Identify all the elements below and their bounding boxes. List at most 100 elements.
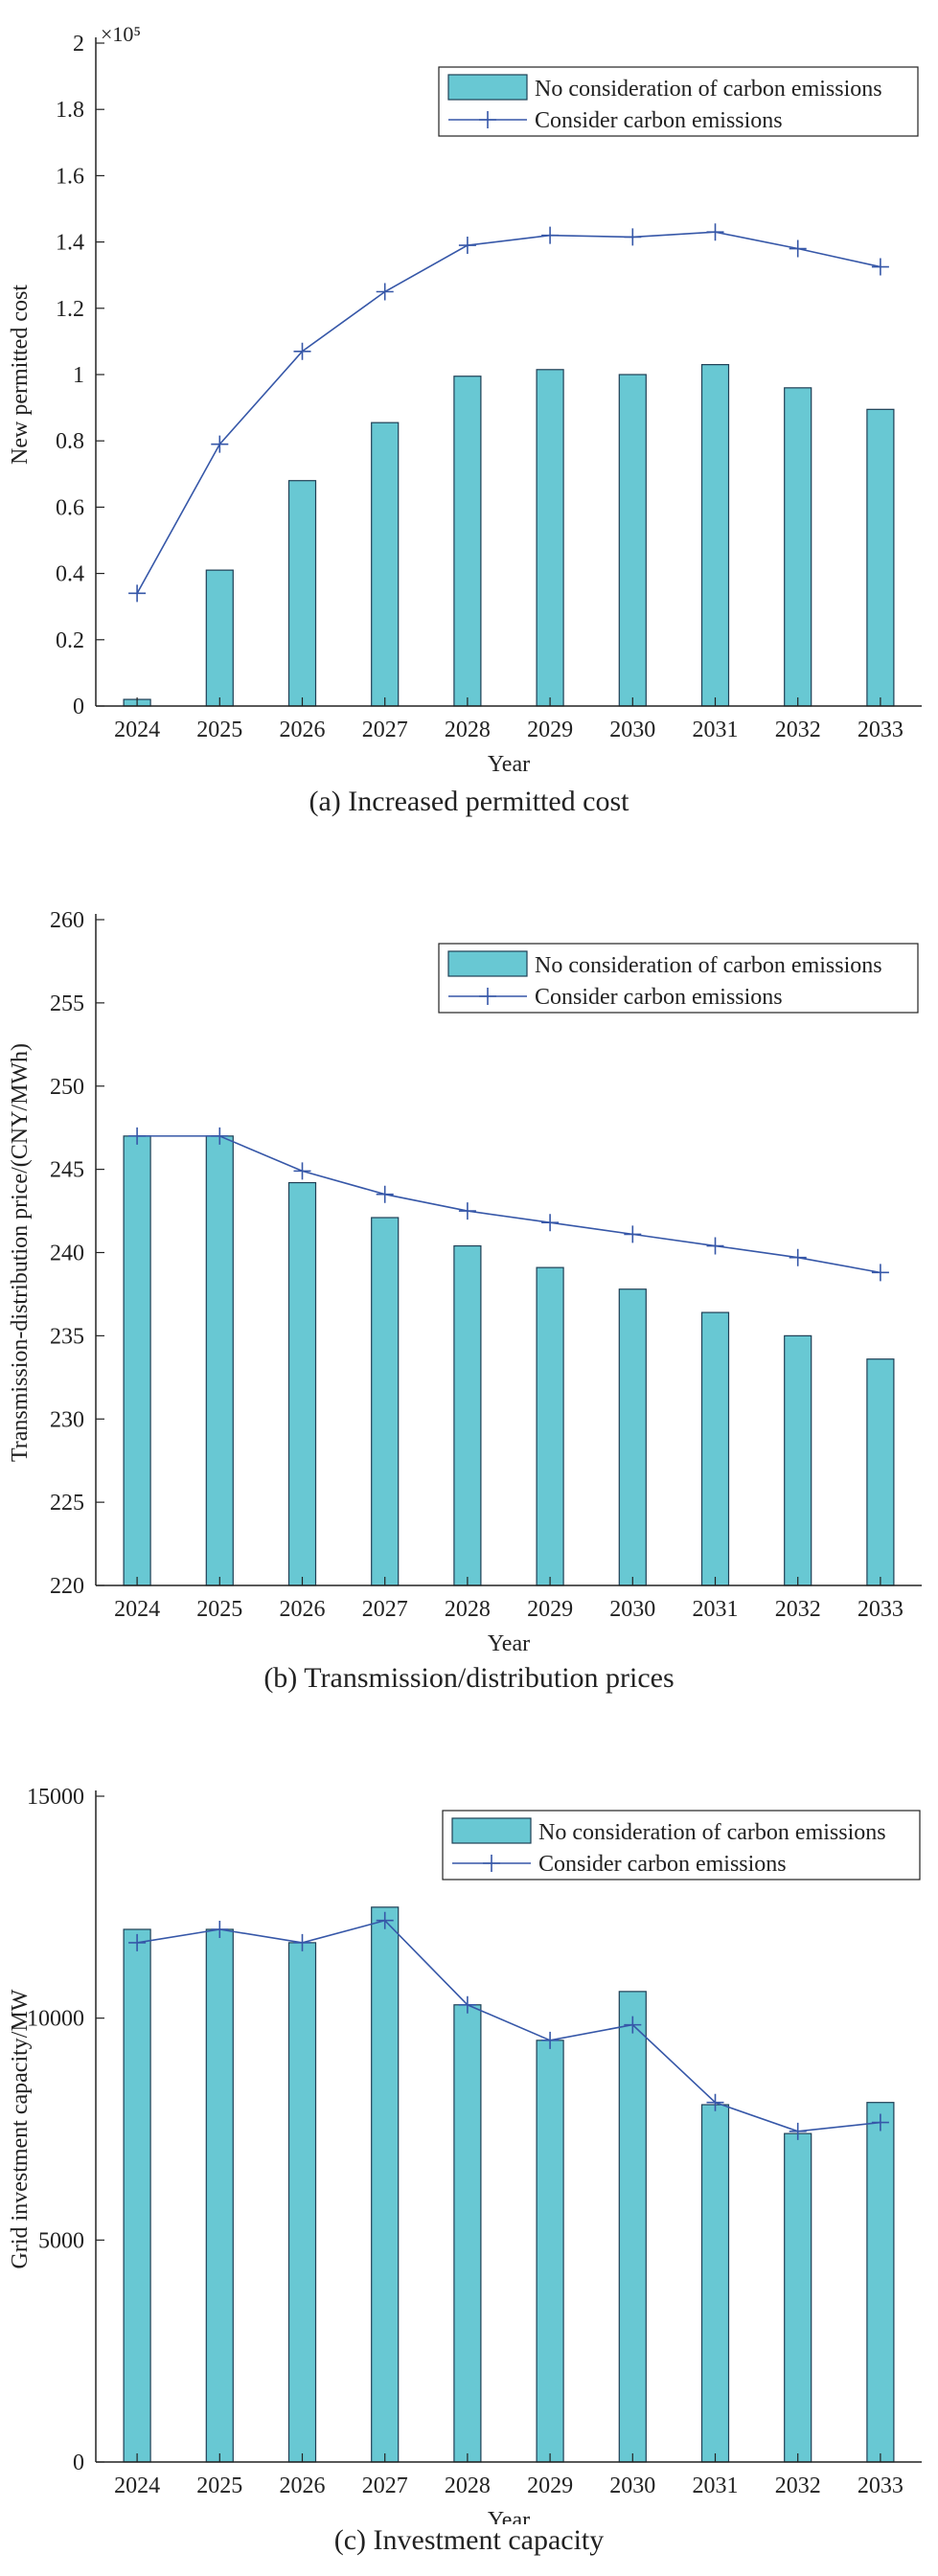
chart-b-ytick-label: 260 xyxy=(50,908,84,933)
chart-b-ytick-label: 250 xyxy=(50,1075,84,1100)
chart-b-xtick-label: 2024 xyxy=(114,1597,160,1622)
chart-b-xtick-label: 2027 xyxy=(362,1597,408,1622)
chart-c-bar-2029 xyxy=(536,2040,564,2463)
chart-c-point-2026 xyxy=(293,1933,311,1951)
chart-c: 0 5000 10000 15000 2024 2025 2026 2027 2028 2029 2… xyxy=(8,1785,922,2524)
chart-b-point-2026 xyxy=(293,1162,311,1180)
chart-b-ytick-label: 245 xyxy=(50,1158,84,1183)
chart-c-bar-2033 xyxy=(866,2102,895,2463)
chart-a-ytick-label: 2 xyxy=(73,32,84,57)
chart-a-xtick-label: 2032 xyxy=(775,718,821,742)
chart-b-xtick-label: 2029 xyxy=(527,1597,573,1622)
chart-b-bar-2030 xyxy=(618,1288,647,1586)
chart-b-point-2027 xyxy=(376,1185,394,1203)
chart-b-ytick-label: 220 xyxy=(50,1574,84,1599)
chart-c-bar-2032 xyxy=(784,2132,812,2463)
chart-c-bar-2030 xyxy=(618,1991,647,2463)
chart-a-xlabel: Year xyxy=(488,752,530,777)
chart-c-point-2028 xyxy=(458,1995,476,2014)
chart-c-xtick-label: 2030 xyxy=(609,2473,655,2498)
chart-c-xtick-label: 2026 xyxy=(280,2473,326,2498)
chart-b-xtick-label: 2026 xyxy=(280,1597,326,1622)
chart-c-point-2030 xyxy=(624,2016,642,2034)
chart-c-point-2029 xyxy=(541,2031,560,2049)
chart-b-point-2028 xyxy=(458,1202,476,1220)
chart-c-legend-line-label: Consider carbon emissions xyxy=(538,1852,787,1877)
chart-c-point-2032 xyxy=(789,2122,807,2140)
chart-c-legend-bar-label: No consideration of carbon emissions xyxy=(538,1820,886,1845)
chart-b-bar-2029 xyxy=(536,1266,564,1586)
chart-b-xtick-label: 2028 xyxy=(445,1597,491,1622)
chart-a-point-2025 xyxy=(211,435,229,453)
chart-b-xtick-label: 2033 xyxy=(858,1597,904,1622)
chart-a-ytick-label: 1.2 xyxy=(56,297,84,322)
chart-b-bar-2026 xyxy=(287,1181,317,1586)
chart-b-legend-line-label: Consider carbon emissions xyxy=(535,985,783,1010)
chart-a-line-carbon xyxy=(136,231,881,594)
chart-c-bar-2028 xyxy=(453,2004,482,2463)
chart-panel-c: 0 5000 10000 15000 2024 2025 2026 2027 2028 2029 2… xyxy=(0,1739,938,2576)
chart-a-bar-2026 xyxy=(287,480,317,707)
chart-b: 220 225 230 235 240 245 250 255 260 2024 2025 2026 2… xyxy=(8,908,922,1656)
chart-b-bar-2028 xyxy=(453,1244,482,1586)
chart-a-point-2030 xyxy=(624,228,642,246)
chart-a-bar-2025 xyxy=(205,569,234,707)
chart-b-bar-2033 xyxy=(866,1358,895,1586)
chart-b-legend-bar-swatch xyxy=(447,950,528,977)
chart-b-point-2031 xyxy=(706,1237,724,1255)
chart-a-xtick-label: 2030 xyxy=(609,718,655,742)
chart-c-xtick-label: 2032 xyxy=(775,2473,821,2498)
chart-a-multiplier: ×10⁵ xyxy=(101,22,141,46)
chart-c-point-2033 xyxy=(871,2113,889,2131)
chart-c-bar-2025 xyxy=(205,1928,234,2463)
chart-a-xtick-label: 2033 xyxy=(858,718,904,742)
chart-b-ytick-label: 230 xyxy=(50,1407,84,1432)
chart-b-ylabel: Transmission-distribution price/(CNY/MWh… xyxy=(8,1043,33,1462)
chart-a-point-2028 xyxy=(458,237,476,255)
chart-c-ytick-label: 10000 xyxy=(27,2007,84,2032)
chart-b-legend-line-marker xyxy=(479,988,496,1005)
chart-b-point-2030 xyxy=(624,1225,642,1243)
chart-a-bar-2031 xyxy=(700,364,730,707)
chart-b-bar-2027 xyxy=(371,1217,400,1586)
chart-c-bar-2027 xyxy=(371,1906,400,2463)
chart-b-legend-bar-label: No consideration of carbon emissions xyxy=(535,953,882,978)
chart-b-xlabel: Year xyxy=(488,1631,530,1656)
chart-a-ytick-label: 0.4 xyxy=(56,562,84,587)
chart-c-xtick-label: 2027 xyxy=(362,2473,408,2498)
chart-b-bar-2031 xyxy=(700,1311,730,1586)
chart-c-xtick-label: 2025 xyxy=(196,2473,242,2498)
chart-a-bar-2030 xyxy=(618,374,647,707)
chart-c-point-2024 xyxy=(128,1933,147,1951)
chart-a-legend-line-label: Consider carbon emissions xyxy=(535,108,783,133)
chart-a-xtick-label: 2031 xyxy=(693,718,739,742)
chart-a-legend-bar-label: No consideration of carbon emissions xyxy=(535,77,882,102)
chart-c-legend-bar-swatch xyxy=(451,1817,532,1844)
chart-a: 0 0.2 0.4 0.6 0.8 1 1.2 1.4 1.6 1.8 2 2024 2025 2026 2… xyxy=(8,22,922,777)
chart-a-bar-2029 xyxy=(536,369,564,707)
chart-a-bar-2027 xyxy=(371,422,400,707)
chart-a-point-2026 xyxy=(293,342,311,360)
chart-a-ytick-label: 0.6 xyxy=(56,495,84,520)
chart-c-ytick-label: 5000 xyxy=(38,2228,84,2253)
chart-a-xtick-label: 2026 xyxy=(280,718,326,742)
chart-a-xtick-label: 2029 xyxy=(527,718,573,742)
chart-c-ylabel: Grid investment capacity/MW xyxy=(8,1989,33,2268)
chart-c-line-carbon xyxy=(136,1919,881,2132)
chart-a-ytick-label: 0 xyxy=(73,695,84,719)
chart-c-ytick-label: 15000 xyxy=(27,1785,84,1810)
chart-a-bar-2033 xyxy=(866,408,895,707)
chart-c-point-2027 xyxy=(376,1911,394,1929)
chart-b-ytick-label: 240 xyxy=(50,1242,84,1266)
chart-a-ylabel: New permitted cost xyxy=(8,285,33,465)
chart-b-xtick-label: 2031 xyxy=(693,1597,739,1622)
chart-b-xtick-label: 2032 xyxy=(775,1597,821,1622)
chart-a-point-2029 xyxy=(541,226,560,244)
chart-c-bar-2026 xyxy=(287,1942,317,2463)
chart-a-ytick-label: 1 xyxy=(73,363,84,388)
chart-a-legend-line-marker xyxy=(479,111,496,128)
chart-a-xtick-label: 2028 xyxy=(445,718,491,742)
chart-c-xtick-label: 2033 xyxy=(858,2473,904,2498)
chart-b-point-2029 xyxy=(541,1214,560,1232)
chart-b-xtick-label: 2025 xyxy=(196,1597,242,1622)
